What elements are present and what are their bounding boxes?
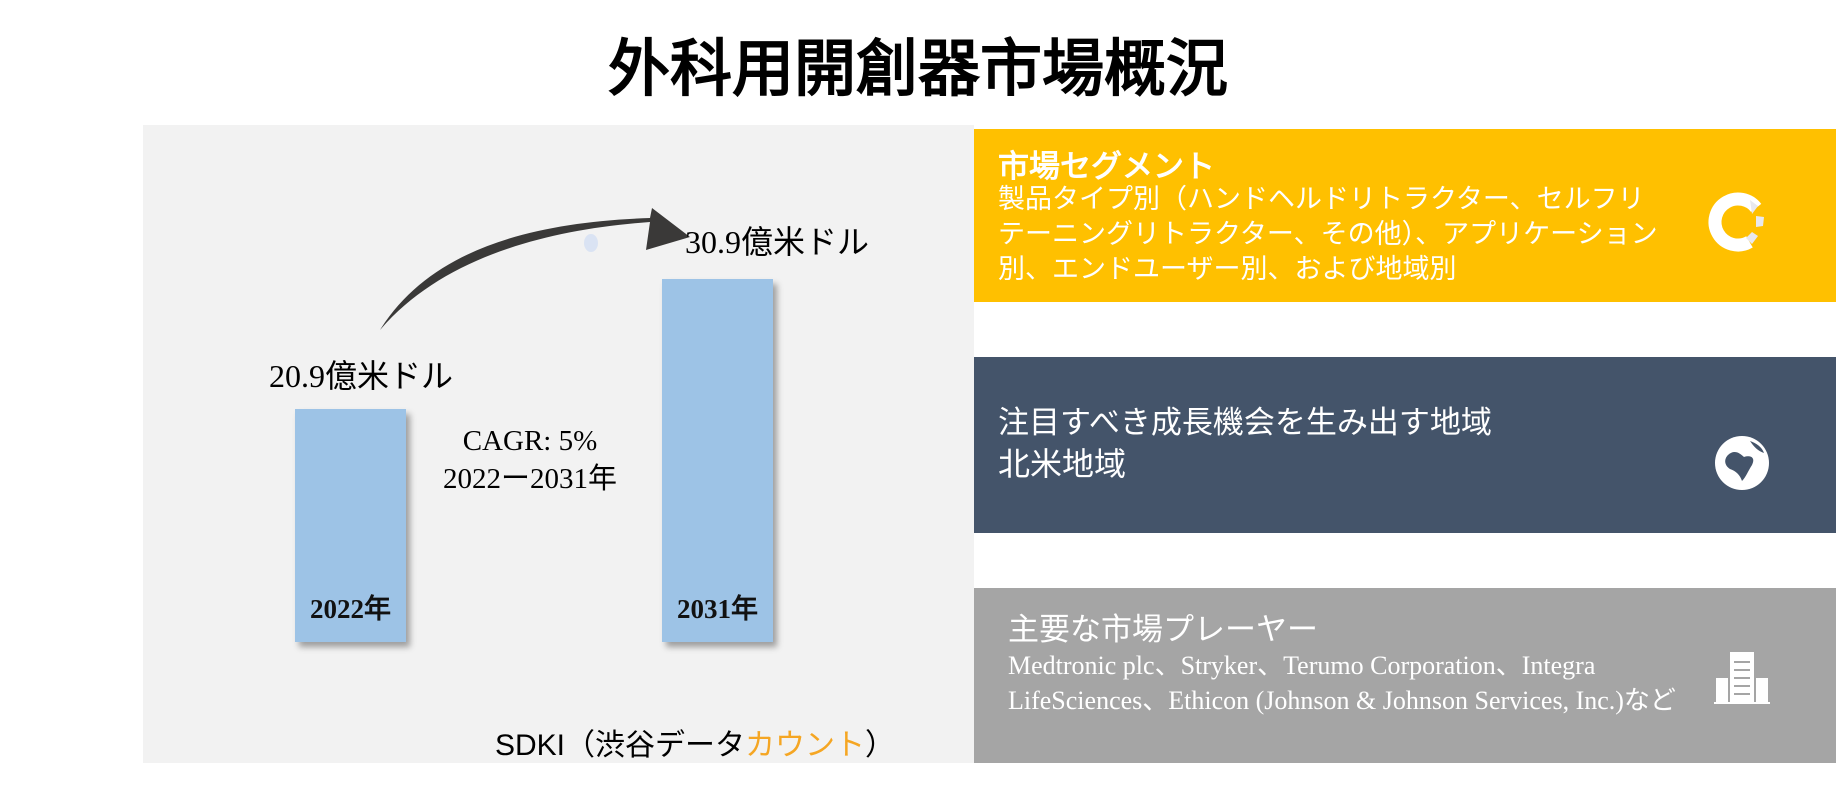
- arrow-dot: [584, 234, 598, 252]
- globe-icon: [1715, 436, 1769, 490]
- bar-2031年: 2031年: [662, 278, 773, 642]
- segments-body: 製品タイプ別（ハンドヘルドリトラクター、セルフリテーニングリトラクター、その他）…: [998, 184, 1658, 284]
- cagr-period: 2022ー2031年: [442, 463, 617, 495]
- region-heading: 注目すべき成長機会を生み出す地域: [998, 405, 1492, 440]
- players-box: 主要な市場プレーヤー Medtronic plc、Stryker、Terumo …: [974, 588, 1836, 763]
- growth-arrow: [380, 208, 690, 330]
- source-credit: SDKI（渋谷データカウント）: [495, 720, 895, 764]
- donut-chart-icon: [1708, 192, 1768, 252]
- page-title: 外科用開創器市場概況: [607, 36, 1228, 104]
- cagr-value: CAGR: 5%: [462, 425, 598, 457]
- bar-2022年: 2022年: [295, 409, 406, 642]
- source-prefix: SDKI（渋谷データ: [495, 729, 746, 762]
- bar-value-label: 20.9億米ドル: [269, 358, 454, 395]
- region-box: 注目すべき成長機会を生み出す地域 北米地域: [974, 357, 1836, 533]
- players-body: Medtronic plc、Stryker、Terumo Corporation…: [1008, 651, 1676, 715]
- segments-heading: 市場セグメント: [998, 149, 1215, 184]
- cagr-annotation: CAGR: 5% 2022ー2031年: [400, 422, 660, 498]
- source-highlight: カウント: [745, 729, 866, 762]
- region-body: 北米地域: [998, 446, 1127, 482]
- building-icon: [1714, 652, 1770, 704]
- segments-box: 市場セグメント 製品タイプ別（ハンドヘルドリトラクター、セルフリテーニングリトラ…: [974, 129, 1836, 302]
- players-heading: 主要な市場プレーヤー: [1008, 612, 1318, 647]
- bar-value-label: 30.9億米ドル: [685, 223, 870, 260]
- source-suffix: ）: [865, 729, 896, 762]
- bar-category-label: 2022年: [310, 593, 391, 624]
- bar-category-label: 2031年: [677, 593, 758, 624]
